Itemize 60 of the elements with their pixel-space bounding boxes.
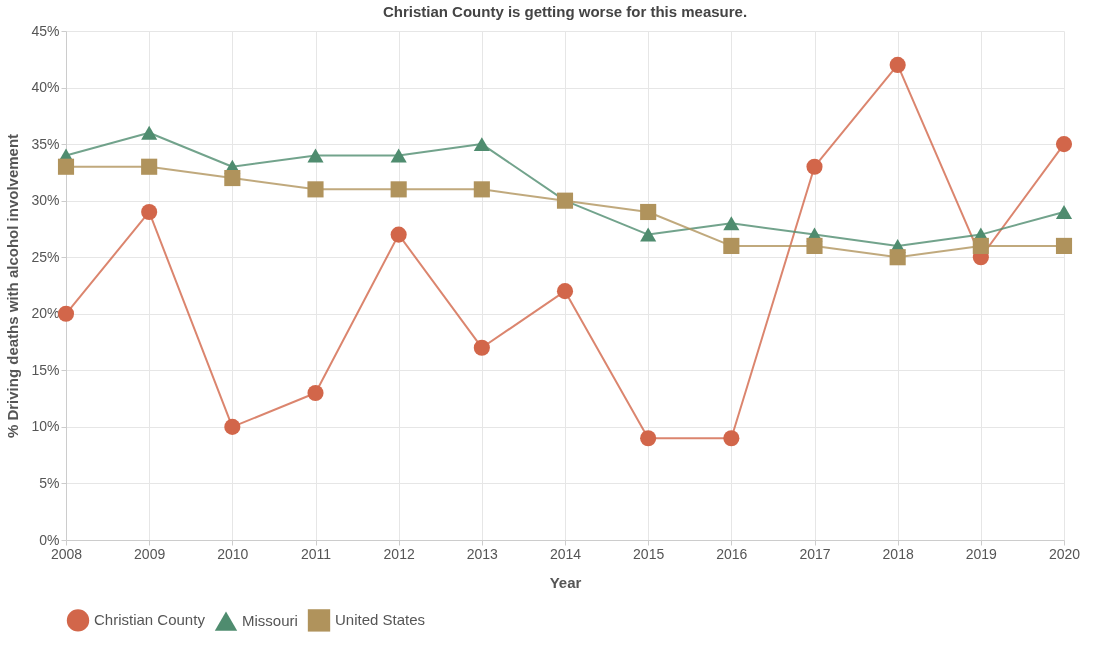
point <box>640 430 657 447</box>
x-tick-label: 2012 <box>383 545 415 562</box>
point <box>1055 136 1073 153</box>
y-tick-label: 40% <box>31 79 60 96</box>
point <box>806 237 823 254</box>
y-tick-label: 20% <box>31 305 60 322</box>
point <box>723 237 740 254</box>
point <box>556 283 574 300</box>
legend-label: Missouri <box>242 612 298 630</box>
x-axis-title: Year <box>549 573 582 591</box>
point <box>224 169 241 187</box>
point <box>307 384 324 401</box>
y-tick-label: 5% <box>39 474 60 491</box>
chart-title: Christian County is getting worse for this measure. <box>382 3 748 20</box>
x-tick-label: 2015 <box>633 545 665 562</box>
point <box>141 203 158 221</box>
point <box>723 216 740 231</box>
y-tick-label: 35% <box>31 135 60 152</box>
point <box>390 226 407 243</box>
point <box>889 249 906 266</box>
legend-label: United States <box>335 611 426 629</box>
point <box>806 158 823 175</box>
y-axis-title: % Driving deaths with alcohol involvement <box>4 133 22 439</box>
point <box>307 148 324 163</box>
x-tick-label: 2011 <box>300 545 332 562</box>
point <box>390 148 407 163</box>
point <box>1055 237 1073 254</box>
x-tick-label: 2013 <box>466 545 499 562</box>
point <box>640 203 657 221</box>
y-tick-label: 25% <box>31 248 60 265</box>
point <box>307 181 324 198</box>
point <box>889 56 906 73</box>
point <box>473 339 490 356</box>
y-tick-label: 45% <box>31 22 60 39</box>
x-tick-label: 2016 <box>716 545 748 562</box>
point <box>640 227 657 242</box>
y-tick-label: 30% <box>31 192 60 209</box>
y-tick-label: 10% <box>31 418 60 435</box>
x-tick-label: 2008 <box>50 545 83 562</box>
x-tick-label: 2018 <box>882 545 914 562</box>
x-tick-label: 2014 <box>549 545 582 562</box>
y-tick-label: 15% <box>31 361 60 378</box>
x-tick-label: 2009 <box>134 545 166 562</box>
point <box>57 305 75 322</box>
y-tick-label: 0% <box>39 531 60 548</box>
point <box>141 125 158 140</box>
point <box>473 181 490 198</box>
x-tick-label: 2010 <box>217 545 249 562</box>
point <box>1055 205 1073 219</box>
x-tick-label: 2017 <box>799 545 831 562</box>
legend-label: Christian County <box>94 611 206 629</box>
point <box>57 158 75 175</box>
point <box>473 137 490 152</box>
point <box>390 181 407 198</box>
x-tick-label: 2020 <box>1048 545 1081 562</box>
x-tick-label: 2019 <box>965 545 998 562</box>
point <box>972 237 989 254</box>
point <box>141 158 158 175</box>
point <box>723 430 740 447</box>
point <box>224 418 241 435</box>
